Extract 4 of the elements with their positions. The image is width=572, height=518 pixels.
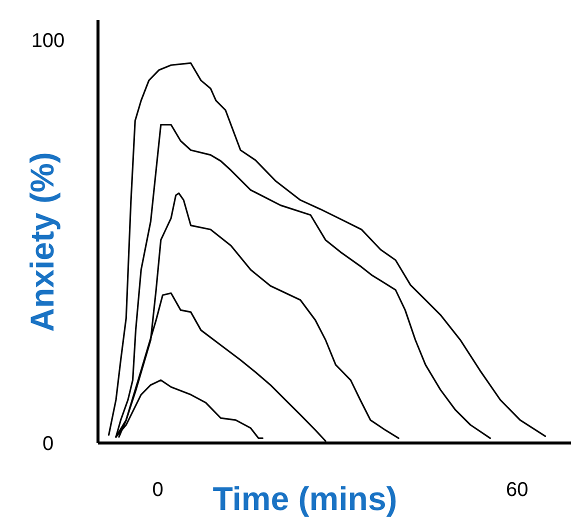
x-axis-title: Time (mins) <box>212 480 398 517</box>
y-tick-label: 100 <box>31 30 65 52</box>
y-axis-title: Anxiety (%) <box>24 152 61 332</box>
x-tick-label: 60 <box>506 479 528 501</box>
